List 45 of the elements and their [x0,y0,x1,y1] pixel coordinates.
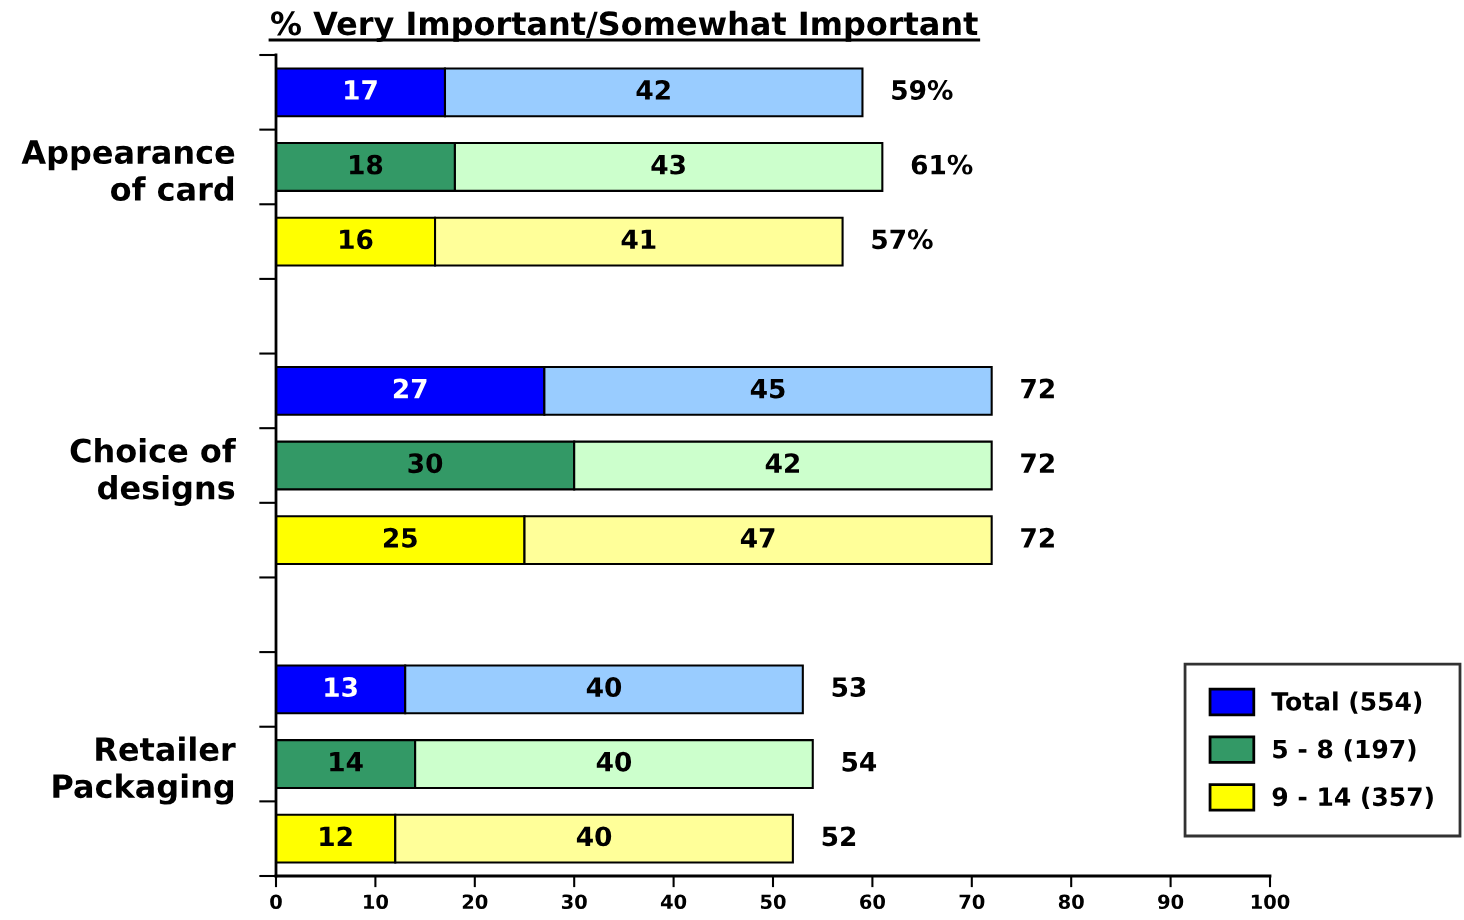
total-label: 54 [842,752,877,772]
data-label: 17 [345,80,377,100]
data-label: 12 [320,826,352,846]
data-label: 14 [330,752,363,772]
data-label: 40 [586,677,622,698]
x-tick-label: 70 [959,894,985,910]
x-tick-label: 80 [1058,894,1084,910]
x-tick-label: 30 [561,894,587,910]
legend-label: 9 - 14 (357) [1272,786,1433,810]
data-label: 18 [350,154,383,175]
x-tick-label: 90 [1158,894,1184,910]
total-label: 59% [892,80,953,100]
data-label: 25 [383,527,417,548]
total-label: 52 [822,826,856,847]
data-label: 30 [408,453,443,474]
data-label: 45 [750,378,785,399]
data-label: 42 [765,453,800,473]
x-tick-label: 0 [270,894,282,910]
data-label: 47 [740,528,775,548]
x-tick-label: 40 [660,894,687,910]
y-tick-label: Choice of designs [70,437,236,507]
total-label: 72 [1021,453,1054,473]
x-tick-label: 60 [860,894,885,910]
x-tick-label: 20 [462,894,488,910]
total-label: 72 [1021,527,1054,548]
total-label: 53 [832,677,866,698]
x-tick-label: 50 [760,894,786,910]
data-label: 13 [325,677,357,698]
chart-title: % Very Important/Somewhat Important [271,10,978,42]
total-label: 72 [1021,378,1054,399]
y-tick-label: Retailer Packaging [53,736,236,805]
data-label: 27 [393,378,427,399]
x-tick-label: 100 [1251,894,1290,910]
legend-label: Total (554) [1271,691,1422,714]
total-label: 57% [872,229,933,250]
data-label: 41 [621,229,656,249]
data-label: 42 [636,80,670,100]
legend-label: 5 - 8 (197) [1273,739,1416,762]
x-tick-label: 10 [364,894,388,910]
data-label: 40 [576,826,612,847]
data-label: 43 [651,154,685,175]
total-label: 61% [911,154,973,175]
data-label: 16 [340,229,373,250]
y-tick-label: Appearance of card [21,140,235,202]
data-label: 40 [596,751,632,772]
